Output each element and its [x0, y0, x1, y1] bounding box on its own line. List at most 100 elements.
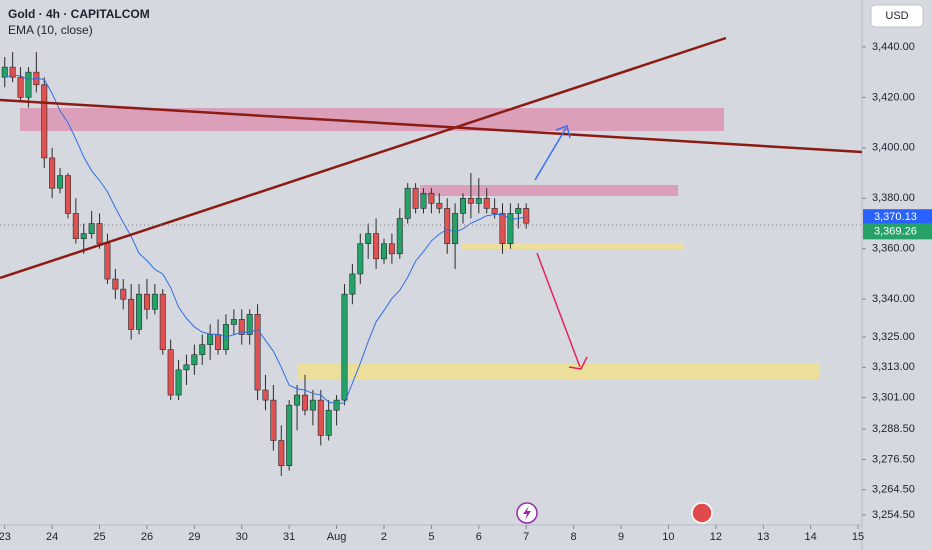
x-tick-label: 6	[476, 531, 482, 543]
resistance-zone	[20, 108, 724, 131]
candle-body	[88, 223, 95, 234]
candle-body	[183, 364, 190, 371]
candle-body	[270, 399, 277, 441]
price-label-bg	[863, 223, 932, 240]
support-zone	[462, 243, 684, 249]
candle-body	[215, 334, 222, 350]
price-label: 3,369.26	[874, 225, 917, 237]
candle-body	[136, 293, 143, 330]
candle-body	[9, 66, 16, 78]
candle-body	[286, 404, 293, 467]
y-tick-label: 3,264.50	[872, 484, 915, 496]
candle-body	[167, 349, 174, 396]
candle-body	[373, 233, 380, 260]
x-tick-label: Aug	[327, 531, 347, 543]
candle-body	[349, 273, 356, 295]
candle-body	[17, 76, 24, 98]
candle-body	[301, 394, 308, 411]
candle-body	[444, 208, 451, 245]
candle-body	[238, 319, 245, 335]
candle-body	[317, 399, 324, 436]
x-tick-label: 29	[188, 531, 200, 543]
candle-body	[404, 187, 411, 219]
x-tick-label: 10	[662, 531, 674, 543]
candle-body	[143, 293, 150, 310]
drawings	[0, 36, 863, 524]
candle-body	[64, 175, 71, 214]
candle-body	[25, 71, 32, 98]
candle-body	[459, 197, 466, 214]
x-tick-label: 15	[852, 531, 864, 543]
candle-body	[333, 399, 340, 411]
candle-body	[309, 399, 316, 411]
resistance-zone	[420, 185, 678, 196]
y-tick-label: 3,400.00	[872, 142, 915, 154]
candle-body	[72, 213, 79, 239]
candle-body	[246, 314, 253, 335]
x-tick-label: 12	[710, 531, 722, 543]
candle-body	[523, 208, 530, 224]
y-tick-label: 3,254.50	[872, 509, 915, 521]
candle-body	[412, 187, 419, 209]
candle-body	[396, 218, 403, 255]
candle-body	[230, 319, 237, 325]
x-tick-label: 31	[283, 531, 295, 543]
candle-body	[96, 223, 103, 245]
candle-body	[294, 394, 301, 406]
candle-body	[507, 213, 514, 245]
candle-body	[159, 293, 166, 350]
drawings	[20, 108, 820, 380]
candle-body	[128, 298, 135, 330]
x-tick-label: 30	[236, 531, 248, 543]
candle-body	[499, 213, 506, 245]
trend-line	[0, 36, 727, 280]
candle-body	[325, 409, 332, 436]
arrow-head	[555, 125, 571, 139]
plot	[1, 51, 530, 476]
candle-body	[467, 197, 474, 204]
candle-body	[49, 157, 56, 189]
x-tick-label: 8	[571, 531, 577, 543]
candle-body	[515, 208, 522, 214]
x-tick-label: 2	[381, 531, 387, 543]
candle-body	[365, 233, 372, 245]
currency-button[interactable]	[870, 4, 924, 28]
y-tick-label: 3,313.00	[872, 361, 915, 373]
event-icon[interactable]	[691, 502, 713, 524]
y-tick-label: 3,380.00	[872, 192, 915, 204]
candle-body	[151, 293, 158, 310]
candle-body	[380, 243, 387, 260]
candle-body	[80, 233, 87, 239]
support-zone	[298, 363, 820, 380]
candle-body	[104, 243, 111, 280]
y-tick-label: 3,360.00	[872, 243, 915, 255]
candle-body	[436, 203, 443, 209]
candle-body	[57, 175, 64, 189]
y-tick-label: 3,301.00	[872, 392, 915, 404]
candle-body	[262, 389, 269, 401]
candle-body	[112, 278, 119, 290]
currency: USD	[885, 10, 908, 22]
candle-body	[191, 354, 198, 366]
arrow-head	[568, 356, 588, 370]
candle-body	[175, 369, 182, 396]
candle-body	[207, 334, 214, 345]
arrow	[534, 127, 567, 181]
candle-body	[428, 192, 435, 204]
candle-body	[199, 344, 206, 356]
ema-line	[4, 74, 527, 405]
lightning	[523, 506, 531, 520]
x-tick-label: 24	[46, 531, 58, 543]
y-tick-label: 3,276.50	[872, 453, 915, 465]
x-tick-label: 9	[618, 531, 624, 543]
y-tick-label: 3,440.00	[872, 41, 915, 53]
x-tick-label: 26	[141, 531, 153, 543]
trend-line	[0, 98, 863, 154]
candle-body	[1, 66, 8, 78]
candle-body	[357, 243, 364, 275]
x-tick-label: 7	[523, 531, 529, 543]
x-tick-label: 14	[805, 531, 817, 543]
x-tick-label: 23	[0, 531, 11, 543]
